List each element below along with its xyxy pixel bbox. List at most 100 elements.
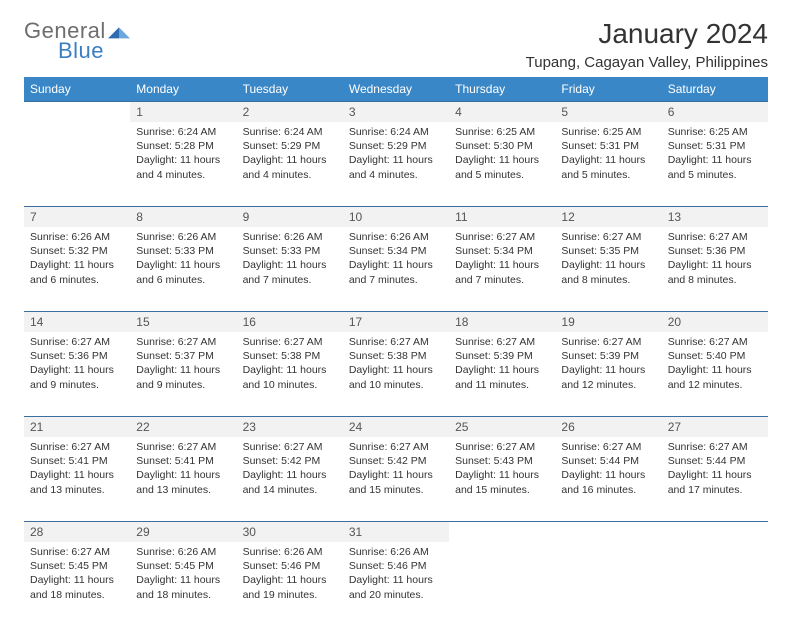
day-number: 29 <box>130 521 236 542</box>
weekday-header: Sunday <box>24 77 130 101</box>
day-cell: Sunrise: 6:27 AMSunset: 5:38 PMDaylight:… <box>343 332 449 416</box>
sunset-text: Sunset: 5:45 PM <box>136 559 230 573</box>
sunrise-text: Sunrise: 6:26 AM <box>349 545 443 559</box>
sunrise-text: Sunrise: 6:25 AM <box>561 125 655 139</box>
day-cell-header: 5 <box>555 101 661 122</box>
day-details: Sunrise: 6:26 AMSunset: 5:45 PMDaylight:… <box>130 542 236 608</box>
day-cell: Sunrise: 6:26 AMSunset: 5:34 PMDaylight:… <box>343 227 449 311</box>
day-cell: Sunrise: 6:24 AMSunset: 5:29 PMDaylight:… <box>343 122 449 206</box>
day-cell: Sunrise: 6:27 AMSunset: 5:41 PMDaylight:… <box>130 437 236 521</box>
day-number: 12 <box>555 206 661 227</box>
title-block: January 2024 Tupang, Cagayan Valley, Phi… <box>526 18 768 71</box>
day-details: Sunrise: 6:24 AMSunset: 5:29 PMDaylight:… <box>343 122 449 188</box>
day-cell-header: 25 <box>449 416 555 437</box>
daylight-line1: Daylight: 11 hours <box>455 363 549 377</box>
sunset-text: Sunset: 5:44 PM <box>668 454 762 468</box>
daylight-line1: Daylight: 11 hours <box>455 258 549 272</box>
daylight-line1: Daylight: 11 hours <box>668 258 762 272</box>
day-number: 7 <box>24 206 130 227</box>
day-number: 4 <box>449 101 555 122</box>
sunset-text: Sunset: 5:35 PM <box>561 244 655 258</box>
day-cell-header <box>449 521 555 542</box>
day-number: 21 <box>24 416 130 437</box>
day-number: 27 <box>662 416 768 437</box>
sunrise-text: Sunrise: 6:27 AM <box>455 440 549 454</box>
day-cell-header: 11 <box>449 206 555 227</box>
daylight-line1: Daylight: 11 hours <box>561 468 655 482</box>
day-cell-header: 14 <box>24 311 130 332</box>
weekday-header: Tuesday <box>237 77 343 101</box>
week-daynum-row: 21222324252627 <box>24 416 768 437</box>
daylight-line2: and 5 minutes. <box>668 168 762 182</box>
day-number: 28 <box>24 521 130 542</box>
sunrise-text: Sunrise: 6:24 AM <box>349 125 443 139</box>
day-details: Sunrise: 6:27 AMSunset: 5:36 PMDaylight:… <box>24 332 130 398</box>
daylight-line1: Daylight: 11 hours <box>561 363 655 377</box>
day-number: 20 <box>662 311 768 332</box>
day-cell: Sunrise: 6:27 AMSunset: 5:37 PMDaylight:… <box>130 332 236 416</box>
sunset-text: Sunset: 5:46 PM <box>243 559 337 573</box>
sunset-text: Sunset: 5:43 PM <box>455 454 549 468</box>
day-cell <box>24 122 130 206</box>
daylight-line2: and 6 minutes. <box>30 273 124 287</box>
daylight-line1: Daylight: 11 hours <box>349 573 443 587</box>
day-details: Sunrise: 6:27 AMSunset: 5:38 PMDaylight:… <box>343 332 449 398</box>
location-label: Tupang, Cagayan Valley, Philippines <box>526 54 768 71</box>
daylight-line1: Daylight: 11 hours <box>455 468 549 482</box>
sunset-text: Sunset: 5:42 PM <box>243 454 337 468</box>
daylight-line2: and 5 minutes. <box>561 168 655 182</box>
day-cell-header <box>662 521 768 542</box>
day-cell-header: 2 <box>237 101 343 122</box>
daylight-line2: and 5 minutes. <box>455 168 549 182</box>
day-cell: Sunrise: 6:27 AMSunset: 5:41 PMDaylight:… <box>24 437 130 521</box>
daylight-line2: and 18 minutes. <box>136 588 230 602</box>
month-title: January 2024 <box>526 18 768 50</box>
day-number: 17 <box>343 311 449 332</box>
day-cell: Sunrise: 6:27 AMSunset: 5:35 PMDaylight:… <box>555 227 661 311</box>
day-cell: Sunrise: 6:27 AMSunset: 5:44 PMDaylight:… <box>555 437 661 521</box>
brand-logo: General Blue <box>24 18 130 64</box>
day-cell: Sunrise: 6:27 AMSunset: 5:36 PMDaylight:… <box>24 332 130 416</box>
day-cell-header: 24 <box>343 416 449 437</box>
sunset-text: Sunset: 5:41 PM <box>136 454 230 468</box>
day-cell-header: 1 <box>130 101 236 122</box>
sunrise-text: Sunrise: 6:25 AM <box>668 125 762 139</box>
daylight-line1: Daylight: 11 hours <box>136 468 230 482</box>
day-cell: Sunrise: 6:25 AMSunset: 5:30 PMDaylight:… <box>449 122 555 206</box>
sunset-text: Sunset: 5:34 PM <box>455 244 549 258</box>
week-body-row: Sunrise: 6:27 AMSunset: 5:45 PMDaylight:… <box>24 542 768 626</box>
daylight-line2: and 10 minutes. <box>349 378 443 392</box>
day-cell: Sunrise: 6:27 AMSunset: 5:38 PMDaylight:… <box>237 332 343 416</box>
day-number: 22 <box>130 416 236 437</box>
daylight-line2: and 9 minutes. <box>30 378 124 392</box>
day-cell: Sunrise: 6:27 AMSunset: 5:42 PMDaylight:… <box>237 437 343 521</box>
day-number: 18 <box>449 311 555 332</box>
day-cell: Sunrise: 6:25 AMSunset: 5:31 PMDaylight:… <box>662 122 768 206</box>
calendar-table: Sunday Monday Tuesday Wednesday Thursday… <box>24 77 768 626</box>
day-number: 15 <box>130 311 236 332</box>
day-cell: Sunrise: 6:26 AMSunset: 5:45 PMDaylight:… <box>130 542 236 626</box>
weekday-header-row: Sunday Monday Tuesday Wednesday Thursday… <box>24 77 768 101</box>
day-details: Sunrise: 6:25 AMSunset: 5:31 PMDaylight:… <box>555 122 661 188</box>
day-details: Sunrise: 6:27 AMSunset: 5:40 PMDaylight:… <box>662 332 768 398</box>
day-details: Sunrise: 6:27 AMSunset: 5:42 PMDaylight:… <box>237 437 343 503</box>
day-number: 6 <box>662 101 768 122</box>
daylight-line1: Daylight: 11 hours <box>136 153 230 167</box>
sunset-text: Sunset: 5:38 PM <box>349 349 443 363</box>
sunrise-text: Sunrise: 6:27 AM <box>243 440 337 454</box>
day-details: Sunrise: 6:26 AMSunset: 5:32 PMDaylight:… <box>24 227 130 293</box>
day-number: 1 <box>130 101 236 122</box>
daylight-line2: and 14 minutes. <box>243 483 337 497</box>
day-details: Sunrise: 6:27 AMSunset: 5:35 PMDaylight:… <box>555 227 661 293</box>
weekday-header: Monday <box>130 77 236 101</box>
daylight-line1: Daylight: 11 hours <box>30 468 124 482</box>
day-number-empty <box>449 521 555 528</box>
daylight-line2: and 10 minutes. <box>243 378 337 392</box>
day-cell-header <box>24 101 130 122</box>
daylight-line2: and 16 minutes. <box>561 483 655 497</box>
sunrise-text: Sunrise: 6:27 AM <box>668 230 762 244</box>
sunset-text: Sunset: 5:45 PM <box>30 559 124 573</box>
day-details: Sunrise: 6:25 AMSunset: 5:31 PMDaylight:… <box>662 122 768 188</box>
day-cell-header: 27 <box>662 416 768 437</box>
day-cell-header: 30 <box>237 521 343 542</box>
